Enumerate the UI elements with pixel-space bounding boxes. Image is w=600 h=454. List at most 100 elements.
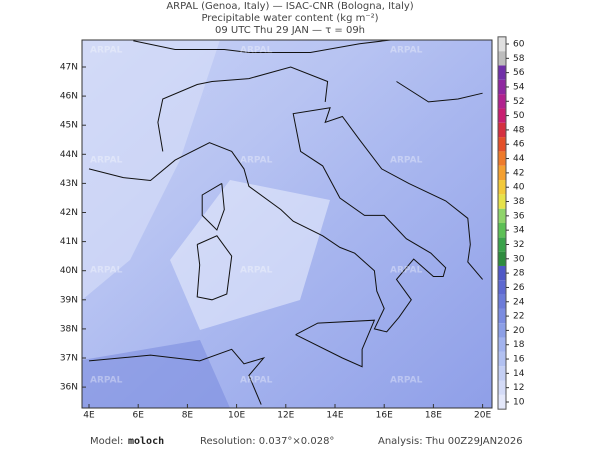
- colorbar-label: 24: [513, 297, 525, 307]
- colorbar-label: 14: [513, 369, 525, 379]
- footer-model: moloch: [128, 436, 164, 447]
- colorbar-label: 12: [513, 383, 524, 393]
- colorbar-label: 58: [513, 54, 525, 64]
- colorbar-segment: [498, 36, 506, 52]
- colorbar-segment: [498, 165, 506, 181]
- lat-label: 36N: [60, 383, 78, 393]
- coastline: [88, 107, 483, 333]
- watermark: ARPAL: [390, 156, 423, 166]
- colorbar-segment: [498, 79, 506, 95]
- lon-label: 20E: [474, 411, 491, 421]
- colorbar-label: 36: [513, 211, 525, 221]
- colorbar-label: 30: [513, 254, 525, 264]
- header-line: Precipitable water content (kg m⁻²): [201, 13, 378, 24]
- colorbar-segment: [498, 251, 506, 266]
- colorbar-label: 22: [513, 312, 524, 322]
- colorbar-segment: [498, 208, 506, 223]
- coastline: [295, 319, 376, 368]
- colorbar-segment: [498, 237, 506, 252]
- coastline: [201, 182, 225, 231]
- colorbar-label: 42: [513, 168, 524, 178]
- lat-label: 44N: [60, 150, 78, 160]
- watermark: ARPAL: [90, 156, 123, 166]
- lon-label: 4E: [83, 411, 95, 421]
- coastline: [88, 348, 266, 405]
- watermark: ARPAL: [240, 376, 273, 386]
- map-area: ARPAL ARPAL ARPAL ARPAL ARPAL ARPAL ARPAL ARPAL…: [82, 40, 492, 408]
- watermark: ARPAL: [240, 46, 273, 56]
- lat-label: 43N: [60, 179, 78, 189]
- lat-label: 39N: [60, 295, 78, 305]
- colorbar-segment: [498, 265, 506, 281]
- footer-analysis: Analysis: Thu 00Z29JAN2026: [378, 436, 523, 447]
- footer-resolution: Resolution: 0.037°×0.028°: [200, 436, 334, 447]
- lat-label: 46N: [60, 92, 78, 102]
- colorbar-segment: [498, 65, 506, 80]
- lon-label: 12E: [277, 411, 294, 421]
- watermark: ARPAL: [390, 46, 423, 56]
- colorbar-label: 26: [513, 283, 525, 293]
- lat-label: 47N: [60, 63, 78, 73]
- header-line: 09 UTC Thu 29 JAN — τ = 09h: [215, 25, 365, 36]
- lon-label: 8E: [182, 411, 194, 421]
- colorbar-label: 20: [513, 326, 525, 336]
- coastline: [133, 40, 396, 53]
- colorbar-segment: [498, 294, 506, 309]
- watermark: ARPAL: [240, 156, 273, 166]
- colorbar-label: 34: [513, 226, 525, 236]
- coastline: [157, 66, 329, 152]
- colorbar-segment: [498, 337, 506, 352]
- colorbar-label: 38: [513, 197, 525, 207]
- colorbar-segment: [498, 308, 506, 324]
- lat-label: 41N: [60, 237, 78, 247]
- watermark: ARPAL: [390, 376, 423, 386]
- lat-label: 42N: [60, 208, 78, 218]
- watermark: ARPAL: [390, 266, 423, 276]
- field-patch: [82, 40, 220, 300]
- colorbar-label: 60: [513, 40, 525, 50]
- footer-model-label: Model:: [90, 436, 123, 447]
- lat-label: 45N: [60, 121, 78, 131]
- colorbar-segment: [498, 122, 506, 138]
- coastline: [196, 235, 233, 301]
- colorbar-label: 10: [513, 398, 525, 408]
- colorbar-segment: [498, 51, 506, 66]
- map-frame: [81, 39, 493, 409]
- lon-label: 14E: [326, 411, 343, 421]
- lat-label: 37N: [60, 354, 78, 364]
- colorbar-segment: [498, 94, 506, 109]
- colorbar-label: 32: [513, 240, 524, 250]
- colorbar-segment: [498, 108, 506, 123]
- watermark: ARPAL: [240, 266, 273, 276]
- colorbar-segment: [498, 280, 506, 295]
- colorbar-segment: [498, 366, 506, 381]
- lat-label: 40N: [60, 266, 78, 276]
- colorbar-label: 40: [513, 183, 525, 193]
- colorbar-segment: [498, 323, 506, 338]
- colorbar-segment: [498, 151, 506, 166]
- colorbar-label: 18: [513, 340, 525, 350]
- colorbar-label: 50: [513, 111, 525, 121]
- colorbar-segment: [498, 223, 506, 238]
- watermark: ARPAL: [90, 46, 123, 56]
- colorbar-segment: [498, 137, 506, 152]
- colorbar-label: 16: [513, 355, 525, 365]
- field-patch: [82, 340, 230, 408]
- colorbar-label: 46: [513, 140, 525, 150]
- colorbar-segment: [498, 380, 506, 395]
- colorbar-label: 48: [513, 125, 525, 135]
- colorbar-segment: [498, 351, 506, 367]
- colorbar-segment: [498, 194, 506, 209]
- lon-label: 18E: [425, 411, 442, 421]
- colorbar-segment: [498, 180, 506, 195]
- colorbar-label: 52: [513, 97, 524, 107]
- lon-label: 10E: [228, 411, 245, 421]
- coastline: [396, 81, 483, 103]
- lat-label: 38N: [60, 324, 78, 334]
- lon-label: 6E: [132, 411, 144, 421]
- lon-label: 16E: [376, 411, 393, 421]
- watermark: ARPAL: [90, 376, 123, 386]
- colorbar-label: 28: [513, 269, 525, 279]
- colorbar-label: 54: [513, 82, 525, 92]
